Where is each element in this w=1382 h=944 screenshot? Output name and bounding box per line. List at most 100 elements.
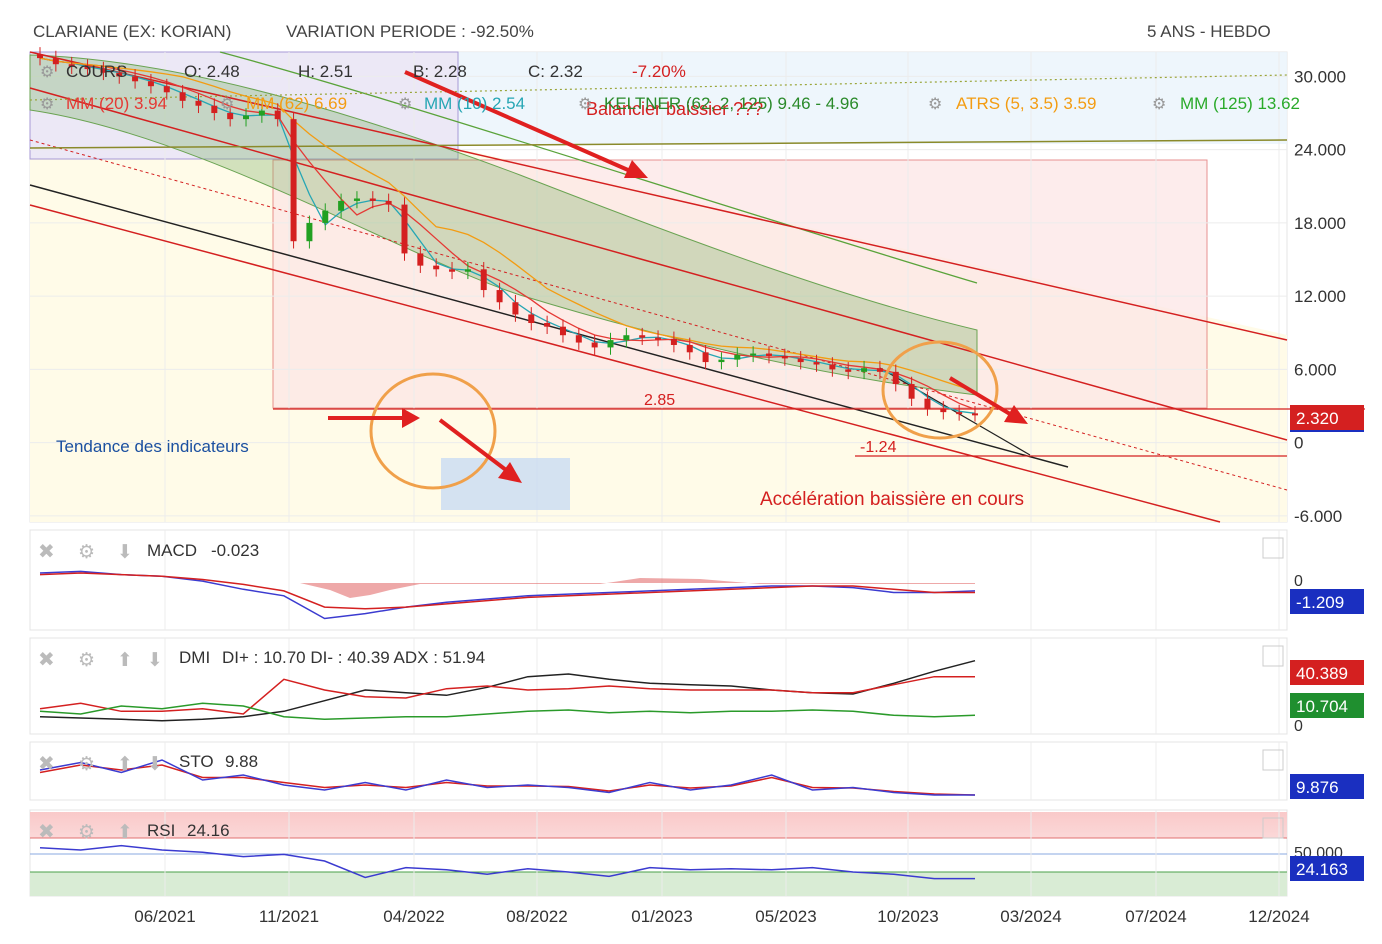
candle-body (353, 198, 360, 201)
maximize-icon[interactable] (1262, 537, 1284, 559)
gear-icon[interactable]: ⚙ (78, 542, 95, 563)
keltner-value: KELTNER (62, 2, 125) 9.46 - 4.96 (604, 94, 859, 113)
arrow-up-icon[interactable]: ⬆ (117, 754, 133, 775)
gear-icon[interactable]: ⚙ (78, 822, 95, 843)
gear-icon[interactable]: ⚙ (40, 64, 54, 81)
mm20-value: MM (20) 3.94 (66, 94, 167, 113)
circle-left (369, 372, 497, 490)
di-minus-badge-label: 40.389 (1296, 664, 1348, 683)
y-tick-label: 0 (1294, 434, 1303, 453)
sto-badge (1290, 774, 1364, 799)
y-tick-label: 30.000 (1294, 67, 1346, 86)
sto-value: 9.88 (225, 752, 258, 771)
candle-body (718, 359, 725, 363)
gear-icon[interactable]: ⚙ (578, 96, 592, 113)
candle-body (750, 353, 757, 356)
close-icon[interactable]: ✖ (38, 753, 55, 775)
balancier-annotation: Balancier baissier ??? (586, 99, 763, 119)
candle-body (908, 384, 915, 399)
variation-periode: VARIATION PERIODE : -92.50% (286, 22, 534, 41)
y-tick-label: 12.000 (1294, 287, 1346, 306)
candle-body (417, 253, 424, 266)
y-tick-label: 6.000 (1294, 360, 1337, 379)
dmi-title: DMI (179, 648, 210, 667)
candle-body (480, 269, 487, 291)
sto-title: STO (179, 752, 214, 771)
mm62-line (39, 57, 976, 392)
candle-body (972, 413, 978, 416)
atrs-value: ATRS (5, 3.5) 3.59 (956, 94, 1096, 113)
arrow-down-icon[interactable]: ⬇ (147, 650, 163, 671)
candle-body (670, 338, 677, 345)
rsi-panel: ✖ ⚙ ⬆ RSI 24.16 50.000 24.163 (29, 809, 1364, 897)
arrow-up-icon[interactable]: ⬆ (117, 822, 133, 843)
mm62-value: MM (62) 6.69 (246, 94, 347, 113)
di-minus-badge (1290, 660, 1364, 685)
candle-body (623, 335, 630, 341)
x-tick-label: 11/2021 (259, 907, 319, 926)
gear-icon[interactable]: ⚙ (398, 96, 412, 113)
gear-icon[interactable]: ⚙ (78, 754, 95, 775)
gear-icon[interactable]: ⚙ (928, 96, 942, 113)
gear-icon[interactable]: ⚙ (78, 650, 95, 671)
candle-body (956, 412, 963, 415)
candle-body (639, 335, 646, 338)
x-tick-label: 07/2024 (1125, 907, 1186, 926)
di-plus-badge-label: 10.704 (1296, 697, 1348, 716)
close-icon[interactable]: ✖ (38, 649, 55, 671)
x-tick-label: 03/2024 (1000, 907, 1061, 926)
candle-body (385, 200, 392, 205)
candle-body (734, 354, 741, 360)
close-icon[interactable]: ✖ (38, 821, 55, 843)
candle-body (512, 302, 519, 315)
arrow-down-icon[interactable]: ⬇ (117, 542, 133, 563)
arrow-down-icon[interactable]: ⬇ (147, 754, 163, 775)
candle-body (655, 337, 662, 340)
candle-body (924, 398, 931, 409)
candle-body (528, 314, 535, 324)
mm10-value: MM (10) 2.54 (424, 94, 525, 113)
candle-body (100, 69, 107, 73)
di-plus-badge (1290, 693, 1364, 718)
gear-icon[interactable]: ⚙ (1152, 96, 1166, 113)
candle-body (845, 369, 852, 372)
di-plus-line (39, 702, 976, 721)
arrow-up-icon[interactable]: ⬆ (117, 650, 133, 671)
level-285-label: 2.85 (644, 392, 675, 409)
close-icon[interactable]: ✖ (38, 541, 55, 563)
maximize-icon[interactable] (1262, 749, 1284, 771)
maximize-icon[interactable] (1262, 645, 1284, 667)
trend-line-short (879, 367, 1031, 456)
rsi-badge-label: 24.163 (1296, 860, 1348, 879)
rsi-value: 24.16 (187, 821, 230, 840)
x-tick-label: 12/2024 (1248, 907, 1309, 926)
candle-body (861, 368, 868, 372)
open-value: O: 2.48 (184, 62, 240, 81)
candle-body (449, 269, 456, 272)
candle-body (195, 100, 202, 106)
candle-body (813, 362, 820, 365)
sto-badge-label: 9.876 (1296, 778, 1339, 797)
channel-top (29, 51, 1288, 341)
gear-icon[interactable]: ⚙ (220, 96, 234, 113)
target-box (272, 159, 1208, 409)
change-value: -7.20% (632, 62, 686, 81)
channel-dotted (29, 139, 1288, 491)
y-tick-label: -6.000 (1294, 507, 1342, 526)
macd-signal-line (39, 572, 975, 610)
candle-body (765, 353, 772, 356)
rsi-badge (1290, 856, 1364, 881)
olive-line (29, 139, 1288, 149)
maximize-icon[interactable] (1262, 817, 1284, 839)
candle-body (179, 92, 186, 101)
macd-histogram (30, 578, 975, 598)
candle-body (876, 368, 883, 372)
mm20-line (39, 57, 976, 411)
rsi-overbought-zone (30, 812, 1287, 838)
dmi-panel: ✖ ⚙ ⬆ ⬇ DMI DI+ : 10.70 DI- : 40.39 ADX … (29, 637, 1364, 735)
indicator-box (441, 458, 570, 510)
y-tick-label: 18.000 (1294, 214, 1346, 233)
gear-icon[interactable]: ⚙ (40, 96, 54, 113)
candle-body (163, 86, 170, 93)
price-badge (1290, 405, 1364, 431)
